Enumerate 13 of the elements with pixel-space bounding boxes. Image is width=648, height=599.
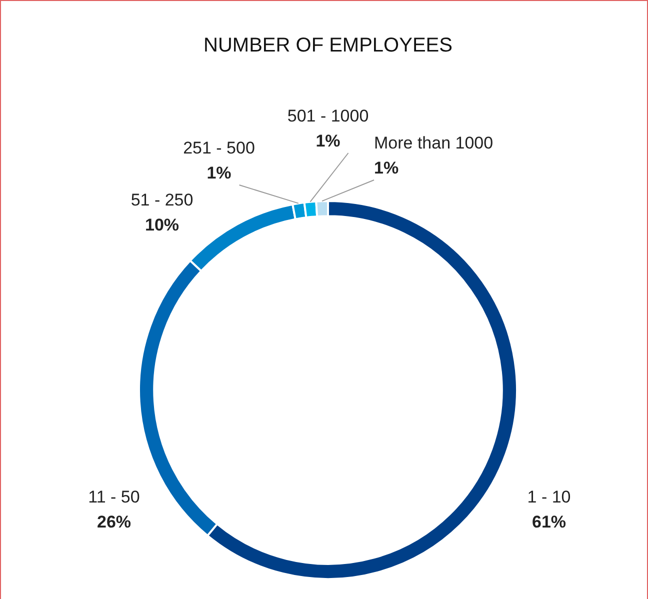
- data-label: 61%: [532, 512, 566, 532]
- slice-label: 1 - 10: [527, 488, 571, 507]
- data-label: 1%: [206, 164, 232, 183]
- slice-label: 11 - 50: [88, 488, 140, 507]
- data-label: 1%: [374, 158, 399, 178]
- data-label: 1%: [316, 132, 340, 151]
- slice-label: More than 1000: [374, 134, 494, 153]
- slice-label: 251 - 500: [183, 138, 255, 158]
- slice-label: 51 - 250: [130, 190, 194, 210]
- data-label: 26%: [96, 512, 132, 532]
- data-label: 10%: [144, 216, 180, 235]
- chart-title: NUMBER OF EMPLOYEES: [204, 34, 452, 57]
- slice-label: 501 - 1000: [287, 106, 369, 126]
